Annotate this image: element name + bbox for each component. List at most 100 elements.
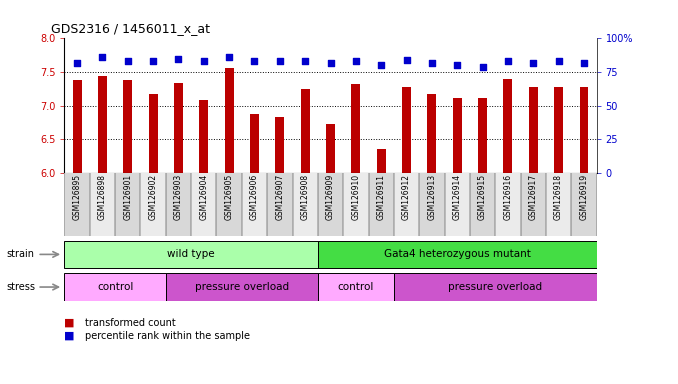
Text: ■: ■	[64, 331, 75, 341]
Point	[199, 58, 210, 64]
Text: GSM126918: GSM126918	[554, 174, 563, 220]
Text: GSM126915: GSM126915	[478, 174, 487, 220]
Point	[477, 63, 488, 70]
Bar	[140, 173, 166, 236]
Text: GSM126902: GSM126902	[148, 174, 157, 220]
Text: stress: stress	[7, 282, 36, 292]
Point	[553, 58, 564, 64]
Bar	[402, 88, 411, 173]
Bar	[224, 68, 234, 173]
Bar	[174, 83, 183, 173]
Bar	[427, 94, 437, 173]
Point	[426, 60, 437, 66]
Text: GSM126898: GSM126898	[98, 174, 107, 220]
Bar	[580, 88, 589, 173]
Bar	[377, 149, 386, 173]
Bar	[495, 173, 521, 236]
Bar	[73, 80, 81, 173]
Point	[72, 60, 83, 66]
Bar	[89, 173, 115, 236]
Bar	[445, 173, 470, 236]
Point	[97, 54, 108, 60]
Point	[300, 58, 311, 64]
Point	[376, 62, 386, 68]
Text: GSM126919: GSM126919	[580, 174, 589, 220]
Text: GSM126901: GSM126901	[123, 174, 132, 220]
Bar	[64, 240, 318, 268]
Text: GSM126908: GSM126908	[300, 174, 310, 220]
Text: GSM126912: GSM126912	[402, 174, 411, 220]
Text: wild type: wild type	[167, 249, 215, 260]
Bar	[343, 173, 369, 236]
Bar	[166, 173, 191, 236]
Point	[528, 60, 539, 66]
Point	[275, 58, 285, 64]
Bar	[318, 273, 394, 301]
Bar	[369, 173, 394, 236]
Text: GSM126907: GSM126907	[275, 174, 284, 220]
Bar	[115, 173, 140, 236]
Bar	[98, 76, 107, 173]
Bar	[318, 173, 343, 236]
Bar	[394, 273, 597, 301]
Point	[452, 62, 462, 68]
Bar	[292, 173, 318, 236]
Text: GSM126910: GSM126910	[351, 174, 361, 220]
Point	[401, 57, 412, 63]
Text: control: control	[338, 282, 374, 292]
Text: ■: ■	[64, 318, 75, 328]
Bar	[521, 173, 546, 236]
Point	[578, 60, 589, 66]
Text: control: control	[97, 282, 134, 292]
Bar	[301, 89, 310, 173]
Bar	[419, 173, 445, 236]
Point	[148, 58, 159, 64]
Text: GSM126916: GSM126916	[504, 174, 513, 220]
Bar	[123, 80, 132, 173]
Bar	[554, 88, 563, 173]
Text: Gata4 heterozygous mutant: Gata4 heterozygous mutant	[384, 249, 531, 260]
Text: GSM126905: GSM126905	[224, 174, 234, 220]
Bar	[326, 124, 335, 173]
Bar	[191, 173, 216, 236]
Text: GSM126917: GSM126917	[529, 174, 538, 220]
Text: GSM126911: GSM126911	[377, 174, 386, 220]
Point	[351, 58, 361, 64]
Point	[122, 58, 133, 64]
Point	[325, 60, 336, 66]
Bar	[470, 173, 495, 236]
Bar	[216, 173, 242, 236]
Bar	[394, 173, 419, 236]
Text: GSM126914: GSM126914	[453, 174, 462, 220]
Bar	[267, 173, 292, 236]
Text: transformed count: transformed count	[85, 318, 176, 328]
Point	[249, 58, 260, 64]
Text: GSM126913: GSM126913	[427, 174, 437, 220]
Text: strain: strain	[7, 249, 35, 260]
Point	[502, 58, 513, 64]
Bar	[453, 98, 462, 173]
Text: GDS2316 / 1456011_x_at: GDS2316 / 1456011_x_at	[51, 22, 210, 35]
Bar	[529, 88, 538, 173]
Text: percentile rank within the sample: percentile rank within the sample	[85, 331, 250, 341]
Bar	[318, 240, 597, 268]
Bar	[504, 79, 513, 173]
Point	[173, 55, 184, 61]
Bar	[199, 99, 208, 173]
Text: pressure overload: pressure overload	[448, 282, 542, 292]
Text: GSM126903: GSM126903	[174, 174, 183, 220]
Text: GSM126909: GSM126909	[326, 174, 335, 220]
Bar	[166, 273, 318, 301]
Bar	[148, 94, 157, 173]
Text: pressure overload: pressure overload	[195, 282, 289, 292]
Bar	[572, 173, 597, 236]
Bar	[478, 98, 487, 173]
Bar	[275, 117, 284, 173]
Bar	[546, 173, 572, 236]
Bar	[242, 173, 267, 236]
Bar	[64, 273, 166, 301]
Bar	[64, 173, 89, 236]
Text: GSM126906: GSM126906	[250, 174, 259, 220]
Bar	[351, 84, 360, 173]
Point	[224, 54, 235, 60]
